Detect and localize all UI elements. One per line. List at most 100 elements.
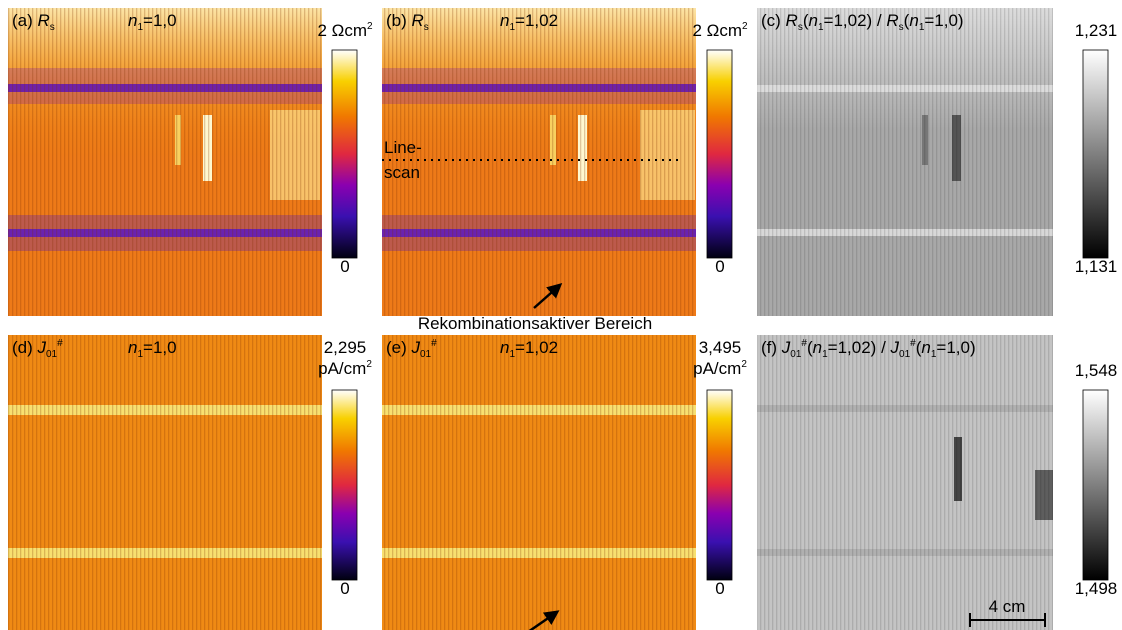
arrow <box>533 283 563 309</box>
panel-title: (f) J01#(n1=1,02) / J01#(n1=1,0) <box>761 338 976 360</box>
colorbar <box>331 49 358 259</box>
colorbar-top-label: 2,295 <box>324 338 367 357</box>
map-texture <box>757 8 1053 316</box>
text-piece: 01 <box>420 349 432 360</box>
text-piece: pA/cm <box>693 359 741 378</box>
text-piece: (c) <box>761 11 786 30</box>
text-piece: 2 Ωcm <box>692 21 742 40</box>
colorbar <box>1082 389 1109 581</box>
colorbar-top-label: 1,231 <box>1075 21 1118 40</box>
panel-param: n1=1,0 <box>128 11 177 33</box>
text-piece: ( <box>904 11 910 30</box>
map-texture <box>382 8 696 316</box>
colorbar-bottom-label: 0 <box>715 579 724 598</box>
text-piece: n <box>128 338 137 357</box>
region-label: Rekombinationsaktiver Bereich <box>418 314 652 333</box>
text-piece: ( <box>916 338 922 357</box>
panel-title: (a) Rs <box>12 11 55 33</box>
text-piece: 01 <box>899 349 911 360</box>
text-piece: 2 <box>366 359 372 370</box>
text-piece: =1,02 <box>515 11 558 30</box>
panel-param: n1=1,02 <box>500 11 558 33</box>
colorbar-unit: pA/cm2 <box>318 359 372 378</box>
colorbar <box>706 389 733 581</box>
panel-title: (c) Rs(n1=1,02) / Rs(n1=1,0) <box>761 11 964 33</box>
text-piece: =1,0 <box>143 11 177 30</box>
text-piece: ( <box>803 11 809 30</box>
text-piece: 1 <box>509 22 515 33</box>
colorbar-top-label: 3,495 <box>699 338 742 357</box>
panel-param: n1=1,02 <box>500 338 558 360</box>
text-piece: n <box>809 11 818 30</box>
text-piece: 1 <box>919 22 925 33</box>
text-piece: n <box>500 11 509 30</box>
text-piece: pA/cm <box>318 359 366 378</box>
arrow <box>528 610 560 630</box>
text-piece: 2 <box>742 21 748 32</box>
colorbar-bottom-label: 0 <box>340 257 349 276</box>
text-piece: R <box>886 11 898 30</box>
text-piece: s <box>424 22 429 33</box>
map-rs-ratio <box>757 8 1053 316</box>
colorbar-bottom-label: 1,498 <box>1075 579 1118 598</box>
text-piece: ( <box>807 338 813 357</box>
text-piece: J <box>37 338 47 357</box>
colorbar-unit: pA/cm2 <box>693 359 747 378</box>
text-piece: n <box>128 11 137 30</box>
map-j01-ratio <box>757 335 1053 630</box>
text-piece: =1,0) <box>924 11 963 30</box>
colorbar-top-label: 2 Ωcm2 <box>692 21 748 40</box>
colorbar-bottom-label: 1,131 <box>1075 257 1118 276</box>
panel-title: (e) J01# <box>386 338 437 360</box>
text-piece: 2 <box>367 21 373 32</box>
text-piece: n <box>500 338 509 357</box>
colorbar-top-label: 2 Ωcm2 <box>317 21 373 40</box>
map-j01-d <box>8 335 322 630</box>
text-piece: (f) <box>761 338 782 357</box>
text-piece: J <box>781 338 791 357</box>
text-piece: n <box>813 338 822 357</box>
colorbar <box>706 49 733 259</box>
text-piece: # <box>801 338 807 349</box>
text-piece: 1 <box>931 349 937 360</box>
map-texture <box>8 8 322 316</box>
linescan-label: Line- <box>384 138 422 157</box>
text-piece: R <box>786 11 798 30</box>
text-piece: s <box>798 22 803 33</box>
map-j01-e <box>382 335 696 630</box>
colorbar <box>1082 49 1109 259</box>
text-piece: (b) <box>386 11 412 30</box>
panel-title: (b) Rs <box>386 11 429 33</box>
text-piece: s <box>50 22 55 33</box>
text-piece: =1,0 <box>143 338 177 357</box>
colorbar <box>331 389 358 581</box>
text-piece: # <box>57 338 63 349</box>
text-piece: 2 <box>741 359 747 370</box>
text-piece: 1 <box>137 22 143 33</box>
text-piece: J <box>411 338 421 357</box>
text-piece: R <box>38 11 50 30</box>
text-piece: (d) <box>12 338 38 357</box>
map-texture <box>757 335 1053 630</box>
text-piece: # <box>431 338 437 349</box>
text-piece: 01 <box>790 349 802 360</box>
text-piece: (a) <box>12 11 38 30</box>
text-piece: # <box>910 338 916 349</box>
colorbar-bottom-label: 0 <box>340 579 349 598</box>
colorbar-top-label: 1,548 <box>1075 361 1118 380</box>
text-piece: R <box>412 11 424 30</box>
text-piece: s <box>899 22 904 33</box>
panel-param: n1=1,0 <box>128 338 177 360</box>
panel-title: (d) J01# <box>12 338 63 360</box>
text-piece: =1,02) / <box>828 338 891 357</box>
linescan-label: scan <box>384 163 420 182</box>
text-piece: J <box>890 338 900 357</box>
map-texture <box>8 335 322 630</box>
text-piece: =1,0) <box>936 338 975 357</box>
text-piece: =1,02 <box>515 338 558 357</box>
scale-bar-label: 4 cm <box>989 597 1026 616</box>
text-piece: n <box>921 338 930 357</box>
text-piece: 1 <box>822 349 828 360</box>
text-piece: 01 <box>46 349 58 360</box>
text-piece: n <box>909 11 918 30</box>
